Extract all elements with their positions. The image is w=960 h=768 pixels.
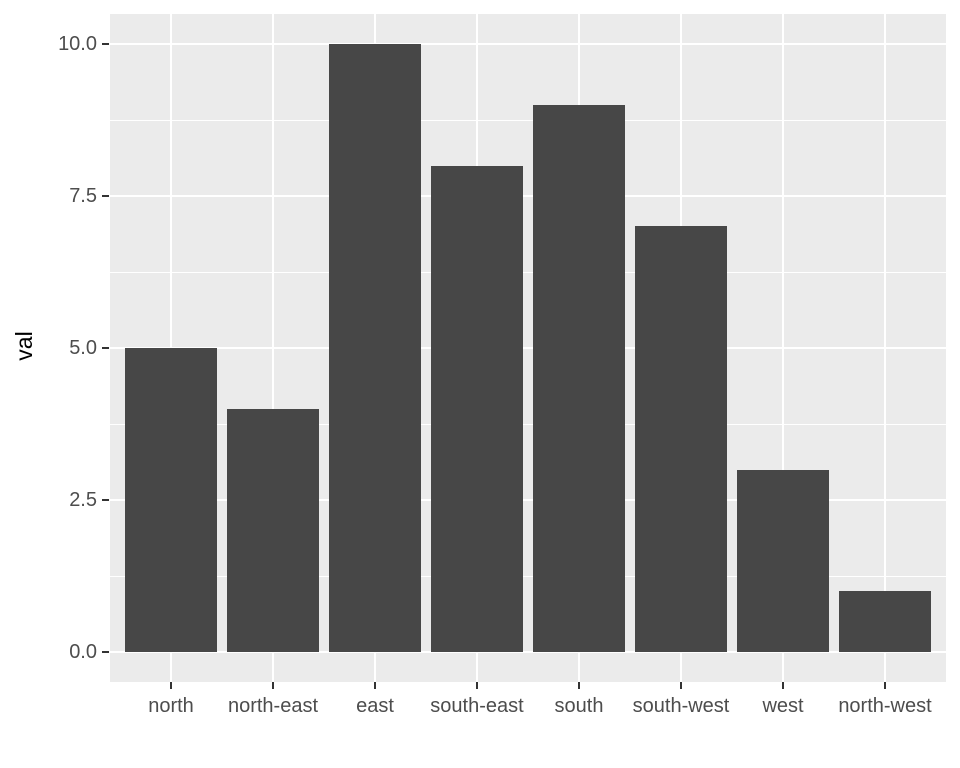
major-gridline bbox=[272, 14, 274, 682]
x-tick-mark bbox=[476, 682, 478, 689]
x-tick-label: south bbox=[554, 695, 604, 717]
x-tick-label: north-east bbox=[227, 695, 319, 717]
x-tick-label: west bbox=[762, 695, 804, 717]
minor-gridline bbox=[110, 575, 946, 577]
y-tick-label: 5.0 bbox=[69, 337, 97, 359]
x-tick-label: south-west bbox=[632, 695, 730, 717]
minor-gridline bbox=[110, 119, 946, 121]
x-tick-mark bbox=[884, 682, 886, 689]
y-tick-mark bbox=[102, 43, 109, 45]
x-tick-mark bbox=[170, 682, 172, 689]
bar-south bbox=[533, 104, 625, 652]
bar-north-east bbox=[227, 408, 319, 652]
x-tick-mark bbox=[374, 682, 376, 689]
x-tick-mark bbox=[782, 682, 784, 689]
x-tick-label: north bbox=[148, 695, 194, 717]
x-tick-mark bbox=[578, 682, 580, 689]
major-gridline bbox=[884, 14, 886, 682]
minor-gridline bbox=[110, 271, 946, 273]
y-tick-mark bbox=[102, 651, 109, 653]
y-tick-label: 0.0 bbox=[69, 641, 97, 663]
major-gridline bbox=[782, 14, 784, 682]
minor-gridline bbox=[110, 423, 946, 425]
major-gridline bbox=[110, 499, 946, 501]
major-gridline bbox=[110, 195, 946, 197]
bar-south-west bbox=[635, 226, 727, 652]
bar-east bbox=[329, 44, 421, 652]
bar-north bbox=[125, 348, 217, 652]
y-tick-label: 2.5 bbox=[69, 489, 97, 511]
y-tick-label: 7.5 bbox=[69, 185, 97, 207]
major-gridline bbox=[110, 347, 946, 349]
x-tick-label: north-west bbox=[838, 695, 932, 717]
bar-south-east bbox=[431, 165, 523, 652]
x-tick-mark bbox=[680, 682, 682, 689]
plot-panel bbox=[110, 14, 946, 682]
y-axis-title: val bbox=[11, 331, 37, 361]
x-tick-mark bbox=[272, 682, 274, 689]
y-tick-label: 10.0 bbox=[58, 33, 97, 55]
y-tick-mark bbox=[102, 499, 109, 501]
bar-west bbox=[737, 469, 829, 652]
major-gridline bbox=[110, 43, 946, 45]
major-gridline bbox=[110, 651, 946, 653]
y-tick-mark bbox=[102, 347, 109, 349]
bar-north-west bbox=[839, 591, 931, 652]
x-tick-label: east bbox=[356, 695, 394, 717]
x-tick-label: south-east bbox=[430, 695, 524, 717]
y-tick-mark bbox=[102, 195, 109, 197]
